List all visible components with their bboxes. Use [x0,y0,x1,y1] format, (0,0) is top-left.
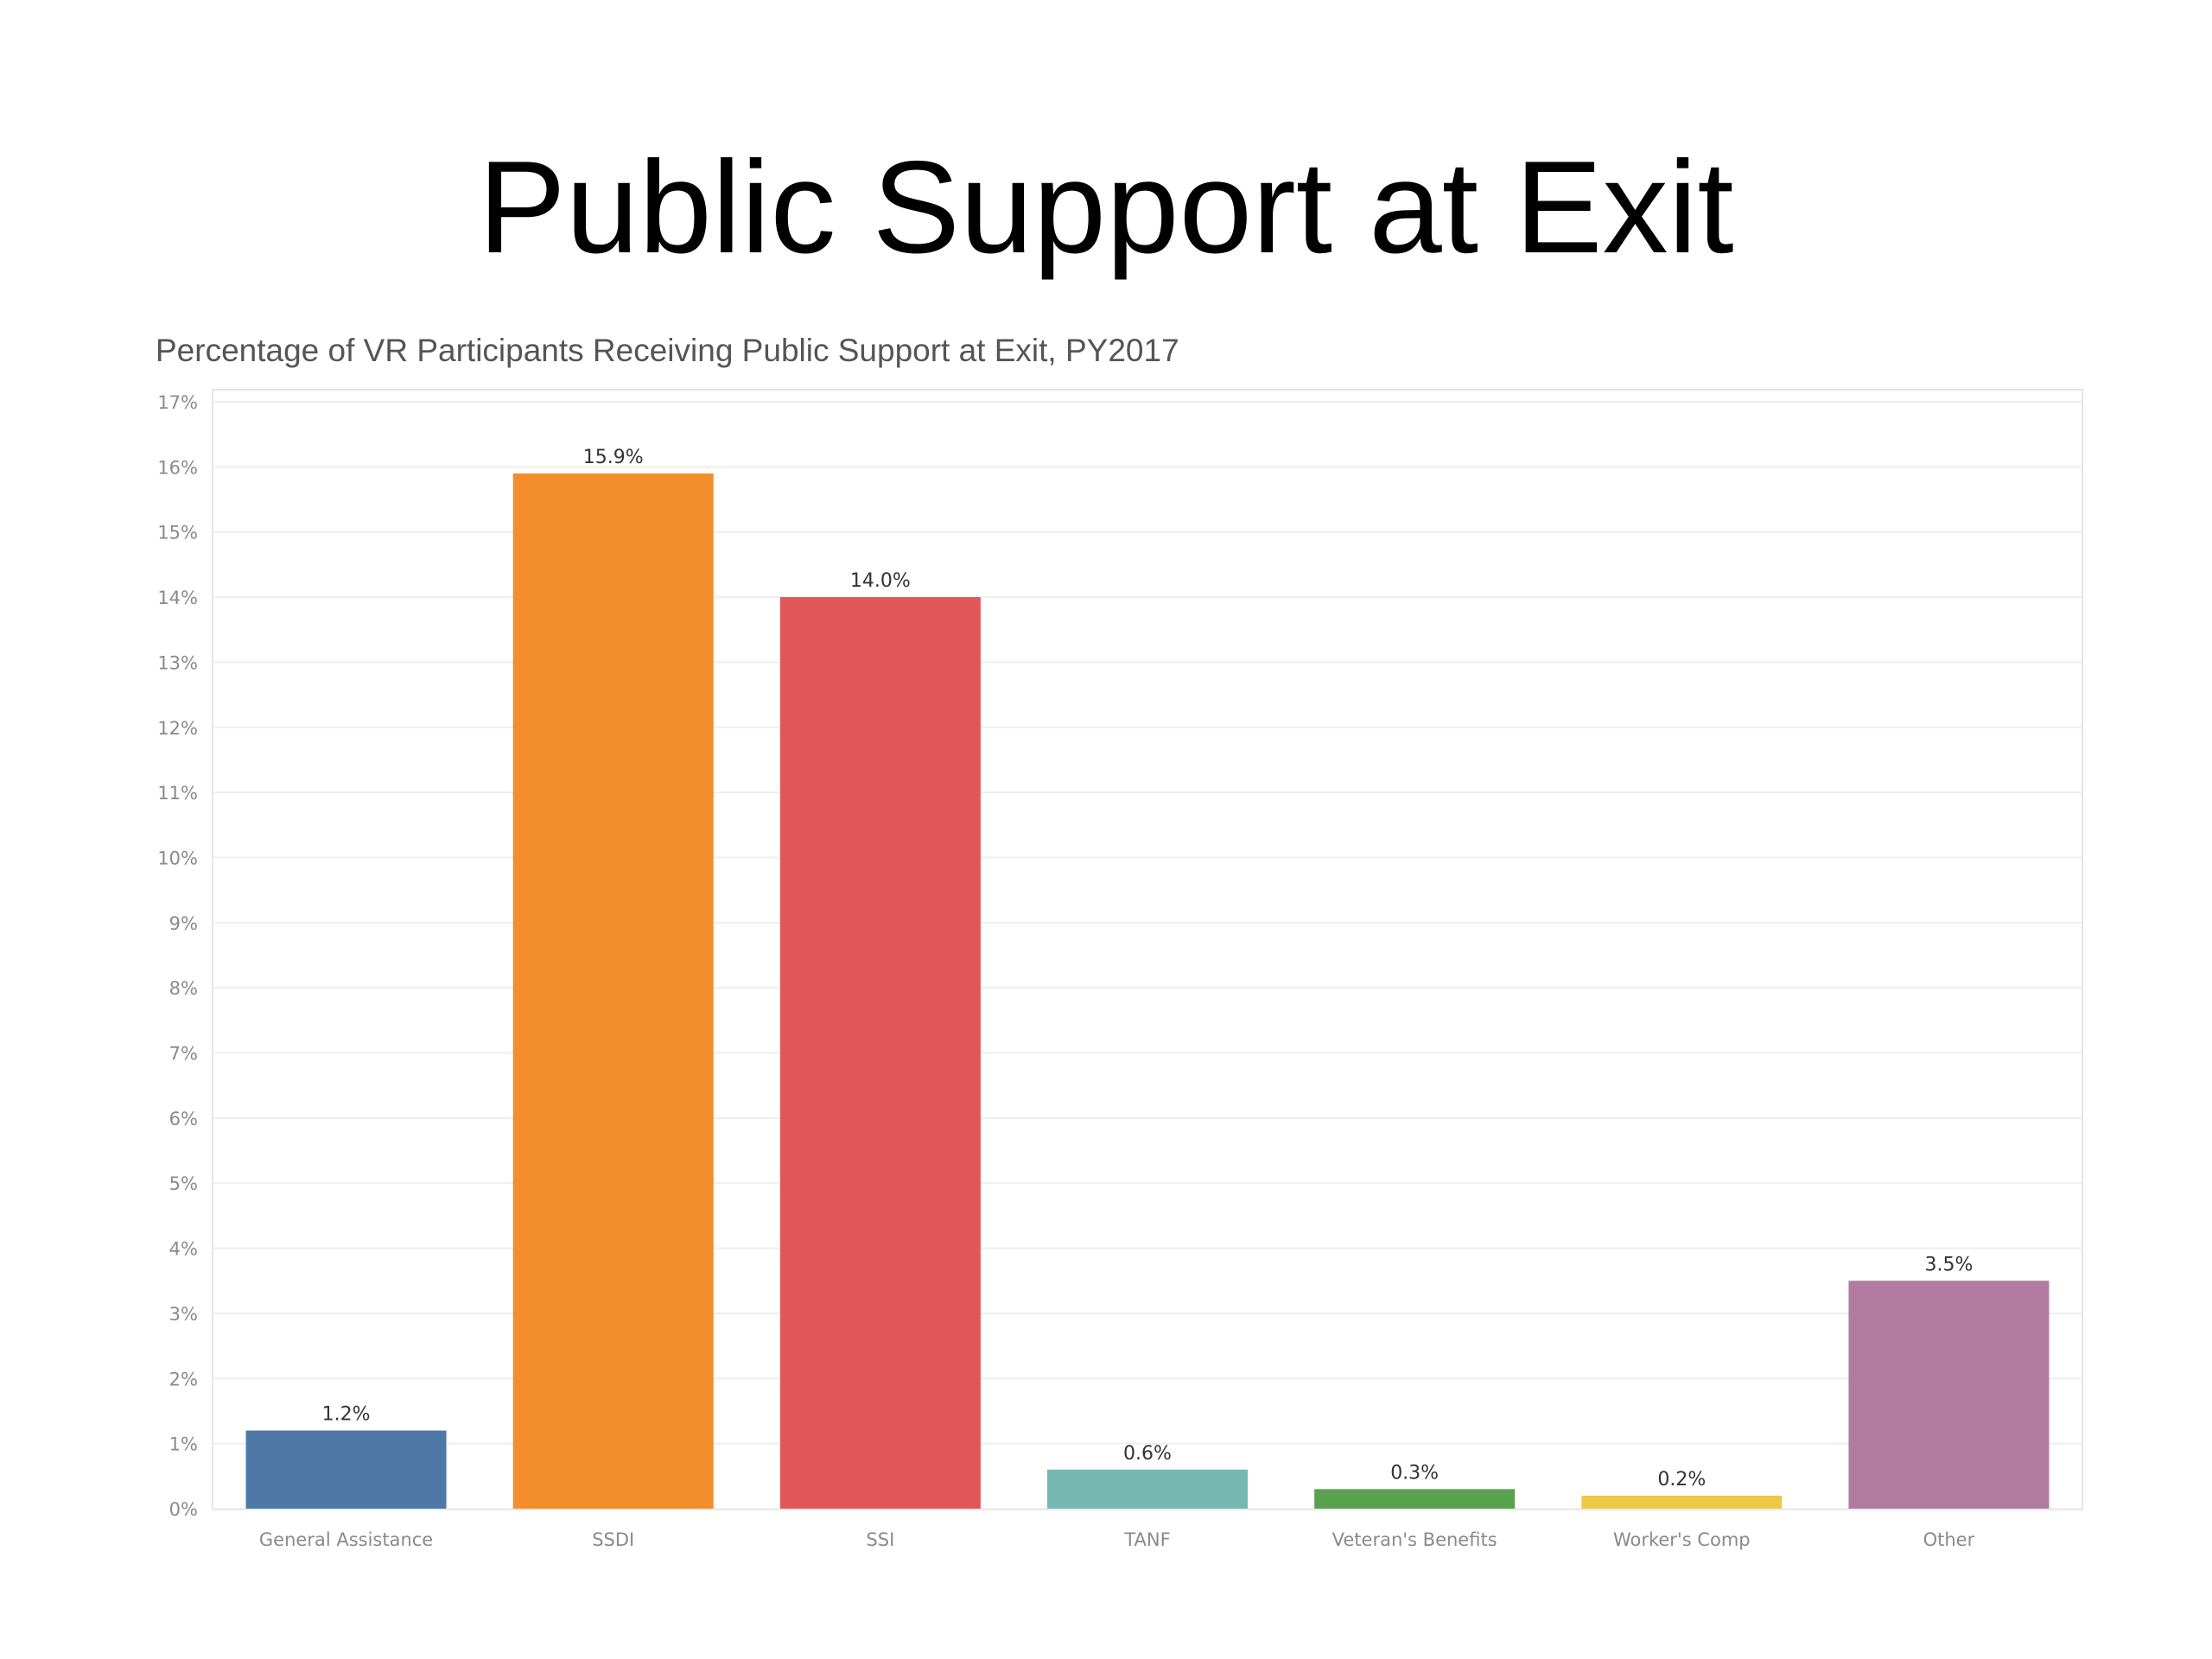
bar [512,473,714,1510]
data-label: 0.2% [1657,1469,1706,1491]
y-tick-label: 16% [157,457,198,478]
category-label: TANF [1123,1529,1170,1550]
data-label: 14.0% [850,570,911,592]
category-label: Veteran's Benefits [1332,1529,1497,1550]
bar [1581,1495,1783,1509]
y-tick-label: 10% [157,848,198,868]
data-label: 15.9% [583,447,644,468]
chart-title: Percentage of VR Participants Receiving … [156,333,1179,368]
category-label: Worker's Comp [1613,1529,1751,1550]
y-tick-label: 5% [169,1173,198,1194]
y-tick-label: 6% [169,1109,198,1129]
bar [1314,1489,1516,1509]
data-labels: 1.2% 15.9% 14.0% 0.6% 0.3% 0.2% 3.5% [322,447,1974,1491]
y-tick-label: 14% [157,588,198,608]
y-tick-label: 13% [157,652,198,673]
y-tick-label: 1% [169,1434,198,1455]
y-tick-label: 8% [169,978,198,999]
category-label: General Assistance [259,1529,433,1550]
y-tick-label: 7% [169,1044,198,1065]
y-tick-label: 12% [157,718,198,739]
data-label: 3.5% [1924,1254,1973,1275]
y-tick-label: 4% [169,1239,198,1260]
category-label: SSDI [592,1529,634,1550]
y-tick-label: 2% [169,1369,198,1389]
y-tick-label: 0% [169,1499,198,1520]
y-tick-label: 17% [157,392,198,413]
y-tick-label: 11% [157,783,198,804]
y-tick-label: 15% [157,523,198,543]
category-label: SSI [866,1529,894,1550]
y-axis: 0% 1% 2% 3% 4% 5% 6% 7% 8% 9% 10% 11% 12% 13% 14% 15% 16… [157,392,198,1520]
x-axis: General Assistance SSDI SSI TANF Veteran's B… [259,1529,1975,1550]
bar [1047,1469,1248,1509]
slide-title: Public Support at Exit [478,134,1734,281]
bars [245,473,2050,1510]
bar [245,1430,447,1509]
bar [1848,1281,2050,1509]
data-label: 1.2% [322,1404,371,1426]
data-label: 0.3% [1390,1462,1439,1484]
bar [779,597,981,1509]
gridlines [213,401,2082,1510]
category-label: Other [1923,1529,1975,1550]
y-tick-label: 3% [169,1304,198,1325]
data-label: 0.6% [1123,1443,1172,1465]
y-tick-label: 9% [169,913,198,934]
plot-area-frame [212,389,2083,1510]
